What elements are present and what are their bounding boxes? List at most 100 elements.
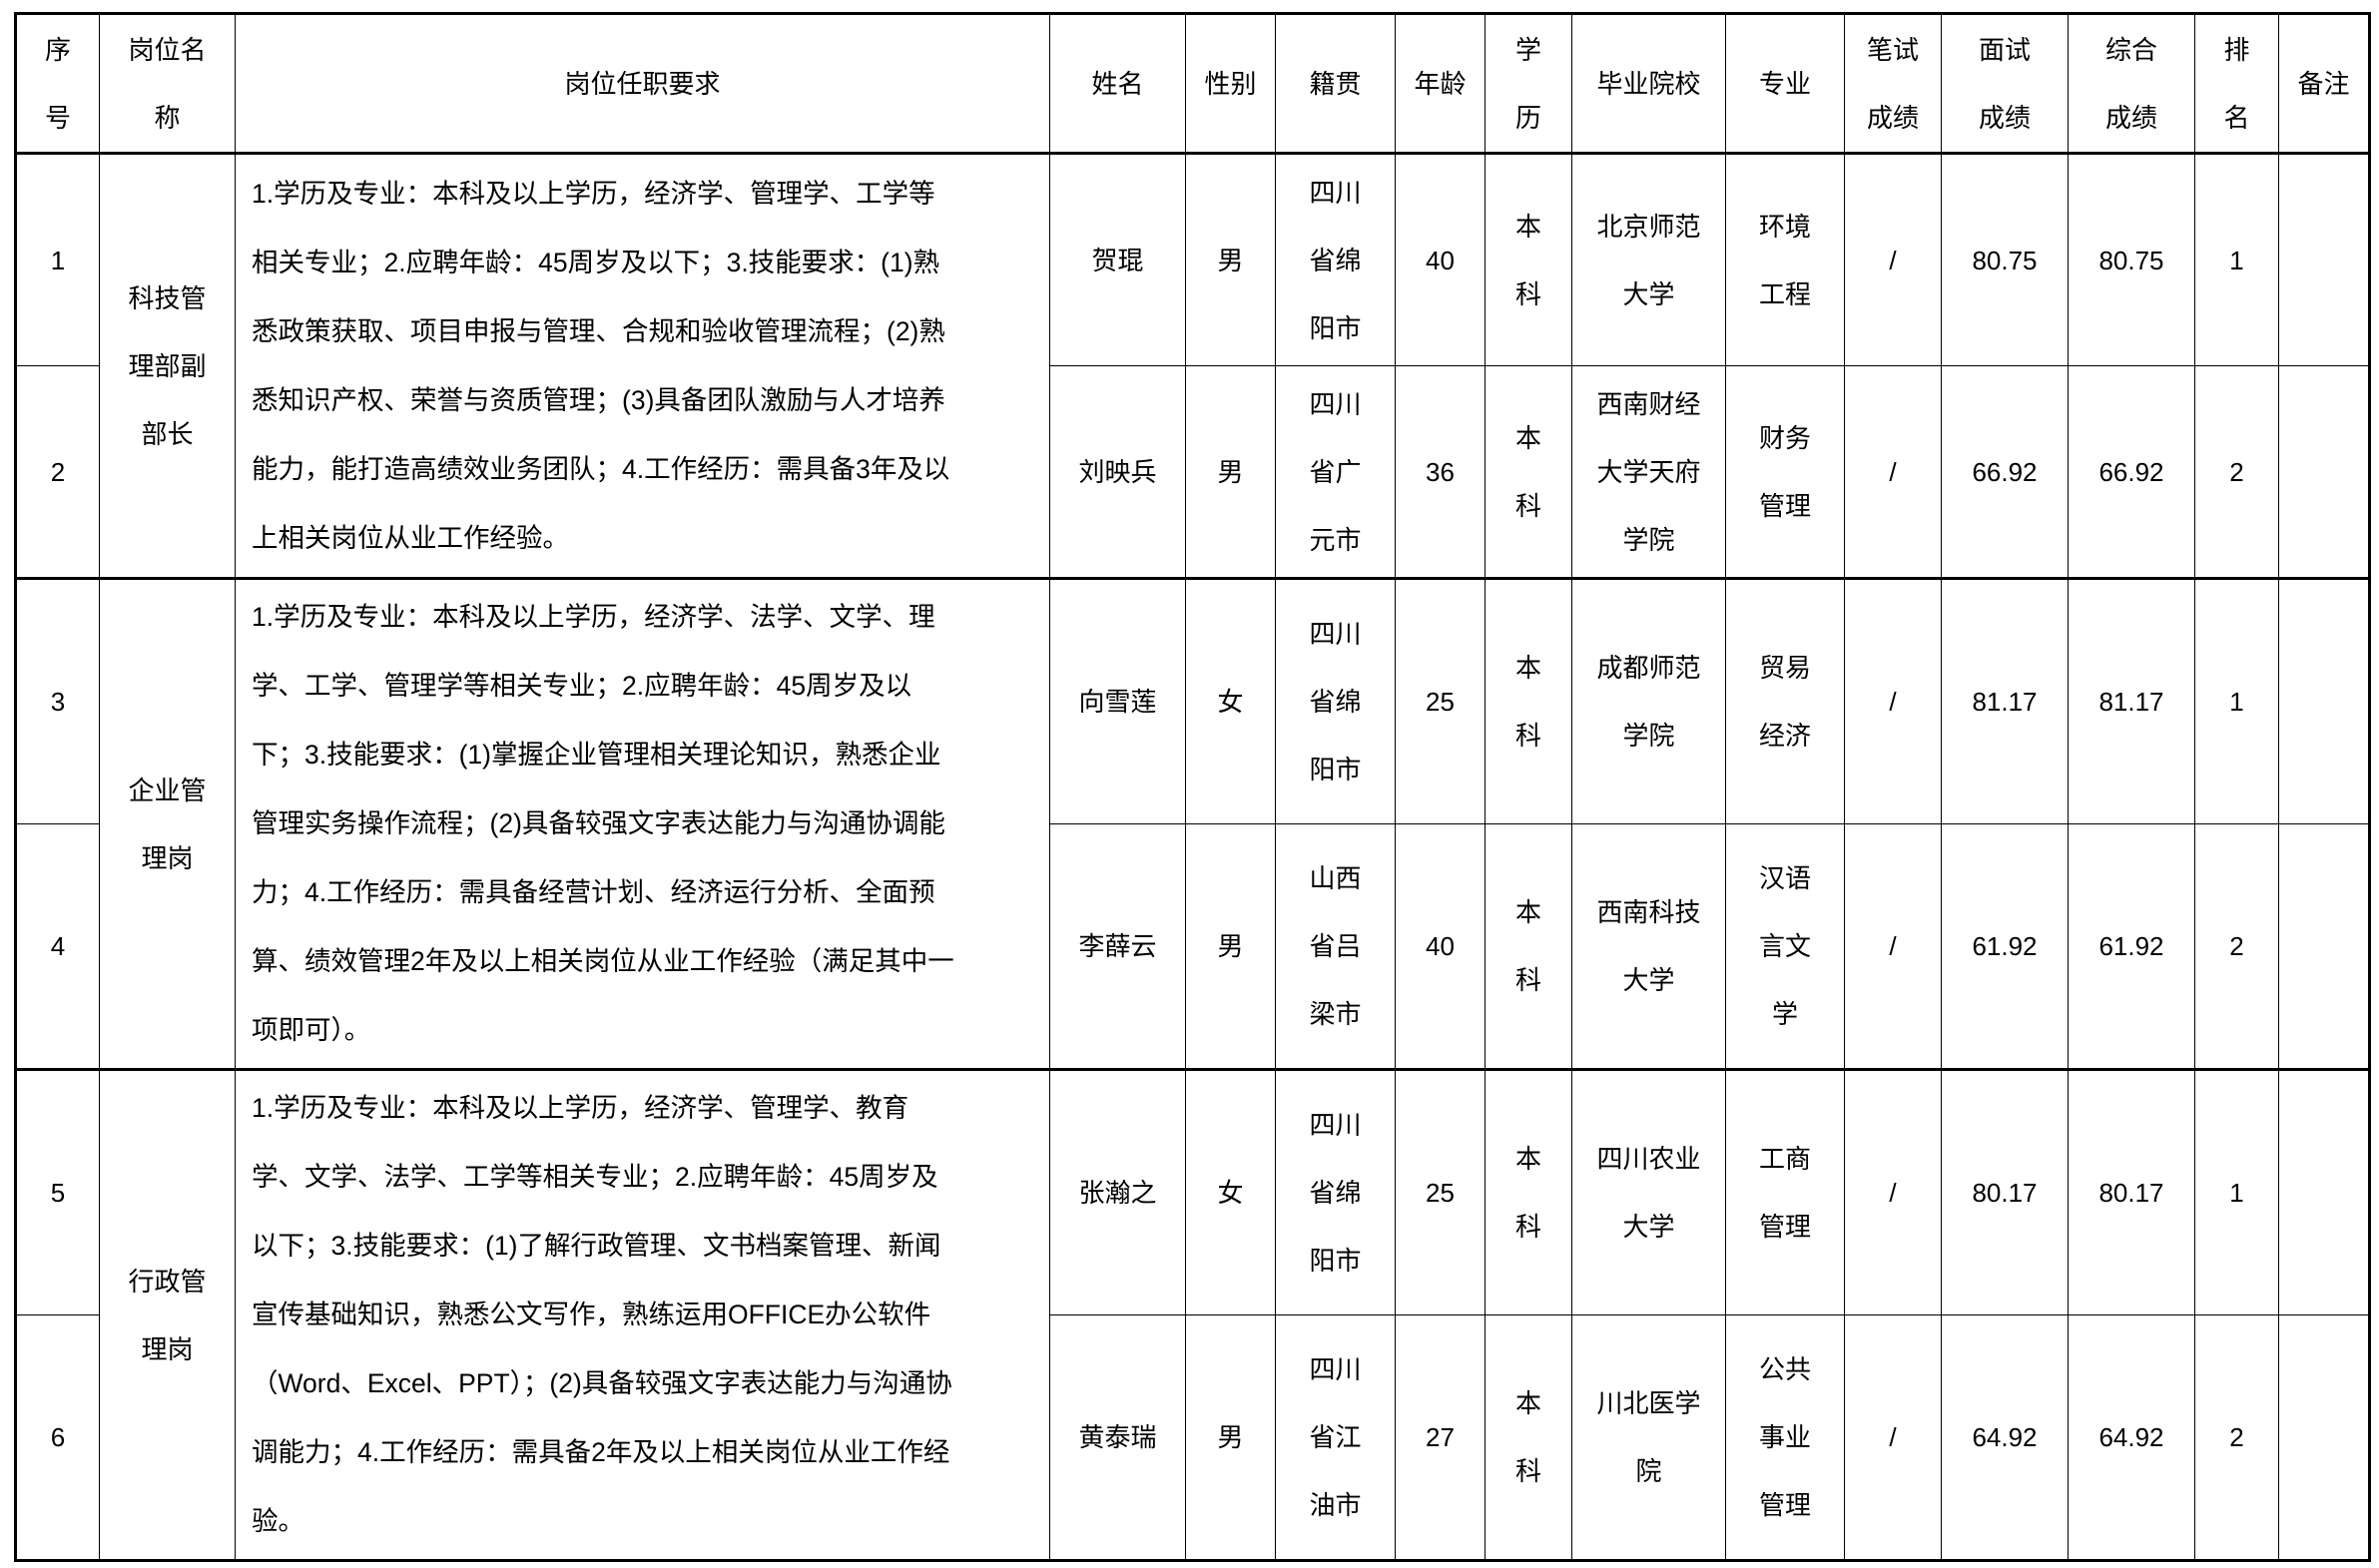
total-score: 61.92: [2068, 823, 2195, 1071]
education: 本 科: [1485, 153, 1572, 366]
rank: 1: [2194, 1069, 2279, 1315]
school: 西南科技 大学: [1571, 823, 1726, 1071]
written-score: /: [1844, 153, 1942, 366]
school: 北京师范 大学: [1571, 153, 1726, 366]
gender: 男: [1185, 153, 1276, 366]
results-table: 序 号 岗位名 称 岗位任职要求 姓名 性别 籍贯 年龄 学 历 毕业院校 专业…: [14, 12, 2371, 1562]
rank: 2: [2194, 1314, 2279, 1562]
origin: 四川 省绵 阳市: [1275, 1069, 1396, 1315]
written-score: /: [1844, 365, 1942, 580]
note: [2278, 823, 2370, 1071]
age: 40: [1395, 153, 1486, 366]
row-number: 5: [15, 1069, 100, 1315]
interview-score: 80.75: [1941, 153, 2069, 366]
table-row: 5 行政管 理岗 1.学历及专业：本科及以上学历，经济学、管理学、教育 学、文学、法…: [15, 1069, 2370, 1562]
header-school: 毕业院校: [1571, 13, 1726, 155]
note: [2278, 1069, 2370, 1315]
rank: 1: [2194, 578, 2279, 824]
header-position: 岗位名 称: [99, 13, 236, 155]
table-row: 3 企业管 理岗 1.学历及专业：本科及以上学历，经济学、法学、文学、理 学、工学、…: [15, 578, 2370, 1071]
header-gender: 性别: [1185, 13, 1276, 155]
note: [2278, 153, 2370, 366]
note: [2278, 578, 2370, 824]
education: 本 科: [1485, 823, 1572, 1071]
gender: 男: [1185, 365, 1276, 580]
table-row: 4 李薛云男山西 省吕 梁市 40 本 科西南科技 大学 汉语 言文 学/61.92 61…: [15, 823, 2370, 1071]
written-score: /: [1844, 1314, 1942, 1562]
major: 汉语 言文 学: [1725, 823, 1845, 1071]
total-score: 80.75: [2068, 153, 2195, 366]
rank: 1: [2194, 153, 2279, 366]
header-rank: 排 名: [2194, 13, 2279, 155]
school: 川北医学 院: [1571, 1314, 1726, 1562]
age: 27: [1395, 1314, 1486, 1562]
gender: 女: [1185, 1069, 1276, 1315]
header-age: 年龄: [1395, 13, 1486, 155]
position-requirements: 1.学历及专业：本科及以上学历，经济学、管理学、工学等 相关专业；2.应聘年龄：…: [235, 153, 1050, 580]
origin: 四川 省江 油市: [1275, 1314, 1396, 1562]
position-requirements: 1.学历及专业：本科及以上学历，经济学、法学、文学、理 学、工学、管理学等相关专…: [235, 578, 1050, 1071]
rank: 2: [2194, 823, 2279, 1071]
written-score: /: [1844, 578, 1942, 824]
written-score: /: [1844, 823, 1942, 1071]
written-score: /: [1844, 1069, 1942, 1315]
total-score: 81.17: [2068, 578, 2195, 824]
note: [2278, 365, 2370, 580]
table-row: 1 科技管 理部副 部长 1.学历及专业：本科及以上学历，经济学、管理学、工学等 相…: [15, 153, 2370, 580]
rank: 2: [2194, 365, 2279, 580]
gender: 女: [1185, 578, 1276, 824]
gender: 男: [1185, 1314, 1276, 1562]
header-interview-score: 面试 成绩: [1941, 13, 2069, 155]
school: 成都师范 学院: [1571, 578, 1726, 824]
total-score: 64.92: [2068, 1314, 2195, 1562]
origin: 四川 省绵 阳市: [1275, 153, 1396, 366]
row-number: 2: [15, 365, 100, 580]
major: 财务 管理: [1725, 365, 1845, 580]
candidate-name: 向雪莲: [1049, 578, 1186, 824]
major: 公共 事业 管理: [1725, 1314, 1845, 1562]
age: 40: [1395, 823, 1486, 1071]
origin: 山西 省吕 梁市: [1275, 823, 1396, 1071]
education: 本 科: [1485, 578, 1572, 824]
candidate-name: 黄泰瑞: [1049, 1314, 1186, 1562]
table-row: 6 黄泰瑞男四川 省江 油市 27 本 科川北医学 院公共 事业 管理/64.92 64…: [15, 1314, 2370, 1562]
header-requirements: 岗位任职要求: [235, 13, 1050, 155]
header-note: 备注: [2278, 13, 2370, 155]
header-name: 姓名: [1049, 13, 1186, 155]
interview-score: 64.92: [1941, 1314, 2069, 1562]
interview-score: 81.17: [1941, 578, 2069, 824]
origin: 四川 省广 元市: [1275, 365, 1396, 580]
major: 贸易 经济: [1725, 578, 1845, 824]
interview-score: 66.92: [1941, 365, 2069, 580]
education: 本 科: [1485, 365, 1572, 580]
interview-score: 80.17: [1941, 1069, 2069, 1315]
row-number: 6: [15, 1314, 100, 1562]
note: [2278, 1314, 2370, 1562]
position-name: 企业管 理岗: [99, 578, 236, 1071]
header-education: 学 历: [1485, 13, 1572, 155]
row-number: 1: [15, 153, 100, 366]
candidate-name: 张瀚之: [1049, 1069, 1186, 1315]
header-no: 序 号: [15, 13, 100, 155]
header-major: 专业: [1725, 13, 1845, 155]
education: 本 科: [1485, 1069, 1572, 1315]
row-number: 3: [15, 578, 100, 824]
age: 36: [1395, 365, 1486, 580]
school: 四川农业 大学: [1571, 1069, 1726, 1315]
candidate-name: 李薛云: [1049, 823, 1186, 1071]
major: 环境 工程: [1725, 153, 1845, 366]
age: 25: [1395, 1069, 1486, 1315]
header-origin: 籍贯: [1275, 13, 1396, 155]
age: 25: [1395, 578, 1486, 824]
total-score: 66.92: [2068, 365, 2195, 580]
header-total-score: 综合 成绩: [2068, 13, 2195, 155]
education: 本 科: [1485, 1314, 1572, 1562]
position-name: 行政管 理岗: [99, 1069, 236, 1562]
candidate-name: 刘映兵: [1049, 365, 1186, 580]
school: 西南财经 大学天府 学院: [1571, 365, 1726, 580]
total-score: 80.17: [2068, 1069, 2195, 1315]
origin: 四川 省绵 阳市: [1275, 578, 1396, 824]
candidate-name: 贺琨: [1049, 153, 1186, 366]
position-name: 科技管 理部副 部长: [99, 153, 236, 580]
gender: 男: [1185, 823, 1276, 1071]
